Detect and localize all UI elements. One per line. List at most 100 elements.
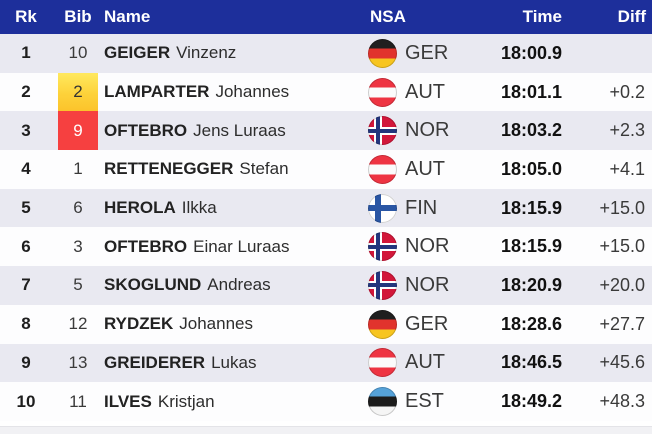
athlete-name: ILVES Kristjan xyxy=(104,382,368,421)
athlete-last-name: OFTEBRO xyxy=(104,120,188,140)
athlete-last-name: RETTENEGGER xyxy=(104,159,234,179)
athlete-name: GREIDERER Lukas xyxy=(104,344,368,383)
nsa-code: NOR xyxy=(405,273,450,296)
nsa-code: AUT xyxy=(405,80,445,103)
rank-value: 5 xyxy=(21,198,31,218)
athlete-last-name: LAMPARTER xyxy=(104,82,210,102)
athlete-last-name: GREIDERER xyxy=(104,352,206,372)
time-value: 18:15.9 xyxy=(500,236,562,257)
bib-number: 3 xyxy=(73,236,83,256)
table-row[interactable]: 5 6 HEROLA Ilkka FIN 18:15.9 +15.0 xyxy=(0,188,652,228)
nsa-code: EST xyxy=(405,390,444,413)
rank-value: 1 xyxy=(21,43,31,63)
table-row[interactable]: 4 1 RETTENEGGER Stefan AUT 18:05.0 +4.1 xyxy=(0,150,652,189)
diff-value: +2.3 xyxy=(609,120,645,141)
bib-number: 12 xyxy=(68,314,88,334)
rank-value: 2 xyxy=(21,82,31,102)
athlete-last-name: SKOGLUND xyxy=(104,275,202,295)
nsa-code: FIN xyxy=(405,196,438,219)
country-flag-icon xyxy=(368,154,397,184)
rank-value: 9 xyxy=(21,352,31,372)
athlete-name: LAMPARTER Johannes xyxy=(104,73,368,112)
bib-number: 6 xyxy=(73,198,83,218)
athlete-name: GEIGER Vinzenz xyxy=(104,34,368,73)
rank-value: 6 xyxy=(21,236,31,256)
country-flag-icon xyxy=(368,232,397,262)
nsa-code: AUT xyxy=(405,351,445,374)
bib-number: 10 xyxy=(68,43,88,63)
column-header-nsa: NSA xyxy=(370,7,406,26)
bib-number: 11 xyxy=(69,391,87,411)
country-flag-icon xyxy=(368,116,397,146)
time-value: 18:20.9 xyxy=(500,274,562,295)
country-flag-icon xyxy=(368,193,397,223)
athlete-last-name: RYDZEK xyxy=(104,314,174,334)
country-flag-icon xyxy=(368,38,397,68)
athlete-first-name: Lukas xyxy=(211,352,257,372)
time-value: 18:00.9 xyxy=(500,42,562,63)
athlete-name: SKOGLUND Andreas xyxy=(104,266,368,305)
nsa-code: GER xyxy=(405,312,449,335)
athlete-first-name: Johannes xyxy=(179,314,253,334)
table-row[interactable]: 6 3 OFTEBRO Einar Luraas NOR 18:15.9 +15.… xyxy=(0,227,652,267)
column-header-diff: Diff xyxy=(617,7,646,26)
diff-value: +27.7 xyxy=(599,313,645,334)
column-header-name: Name xyxy=(104,7,151,26)
bib-number: 2 xyxy=(58,72,98,112)
table-row[interactable]: 1 10 GEIGER Vinzenz GER 18:00.9 xyxy=(0,34,652,73)
rank-value: 7 xyxy=(21,275,31,295)
rank-value: 10 xyxy=(16,391,36,411)
country-flag-icon xyxy=(368,77,397,107)
bottom-strip xyxy=(0,421,652,434)
table-row[interactable]: 10 11 ILVES Kristjan EST 18:49.2 +48.3 xyxy=(0,382,652,421)
rank-value: 8 xyxy=(21,314,31,334)
nsa-code: AUT xyxy=(405,157,445,180)
table-row[interactable]: 2 2 LAMPARTER Johannes AUT 18:01.1 +0.2 xyxy=(0,72,652,112)
nsa-code: GER xyxy=(405,41,449,64)
country-flag-icon xyxy=(368,270,397,300)
table-row[interactable]: 7 5 SKOGLUND Andreas NOR 18:20.9 +20.0 xyxy=(0,266,652,305)
athlete-name: RETTENEGGER Stefan xyxy=(104,150,368,189)
table-header-row: Rk Bib Name NSA Time Diff xyxy=(0,0,652,34)
athlete-last-name: GEIGER xyxy=(104,43,171,63)
diff-value: +0.2 xyxy=(609,81,645,102)
athlete-first-name: Ilkka xyxy=(181,198,217,218)
country-flag-icon xyxy=(368,387,397,417)
time-value: 18:28.6 xyxy=(500,313,562,334)
nsa-code: NOR xyxy=(405,235,450,258)
bib-number: 9 xyxy=(58,111,98,151)
athlete-first-name: Andreas xyxy=(207,275,271,295)
bib-number: 1 xyxy=(73,159,83,179)
country-flag-icon xyxy=(368,309,397,339)
athlete-first-name: Jens Luraas xyxy=(193,120,286,140)
athlete-first-name: Einar Luraas xyxy=(193,236,290,256)
athlete-name: RYDZEK Johannes xyxy=(104,305,368,344)
bib-number: 5 xyxy=(73,275,83,295)
athlete-first-name: Vinzenz xyxy=(176,43,237,63)
rank-value: 3 xyxy=(21,120,31,140)
country-flag-icon xyxy=(368,348,397,378)
athlete-first-name: Johannes xyxy=(215,82,290,102)
column-header-time: Time xyxy=(522,7,562,26)
athlete-last-name: OFTEBRO xyxy=(104,236,188,256)
time-value: 18:49.2 xyxy=(500,391,562,412)
athlete-name: OFTEBRO Einar Luraas xyxy=(104,227,368,266)
rank-value: 4 xyxy=(21,159,31,179)
bib-number: 13 xyxy=(68,352,88,372)
table-row[interactable]: 9 13 GREIDERER Lukas AUT 18:46.5 +45.6 xyxy=(0,343,652,383)
column-header-bib: Bib xyxy=(64,7,92,26)
time-value: 18:01.1 xyxy=(500,81,562,102)
athlete-name: HEROLA Ilkka xyxy=(104,189,368,228)
table-row[interactable]: 3 9 OFTEBRO Jens Luraas NOR 18:03.2 +2.3 xyxy=(0,111,652,151)
time-value: 18:46.5 xyxy=(500,352,562,373)
table-row[interactable]: 8 12 RYDZEK Johannes GER 18:28.6 +27.7 xyxy=(0,304,652,344)
diff-value: +15.0 xyxy=(599,197,645,218)
time-value: 18:05.0 xyxy=(500,158,562,179)
time-value: 18:15.9 xyxy=(500,197,562,218)
athlete-first-name: Stefan xyxy=(239,159,289,179)
nsa-code: NOR xyxy=(405,119,450,142)
athlete-first-name: Kristjan xyxy=(157,391,215,411)
time-value: 18:03.2 xyxy=(500,120,562,141)
diff-value xyxy=(562,34,652,73)
